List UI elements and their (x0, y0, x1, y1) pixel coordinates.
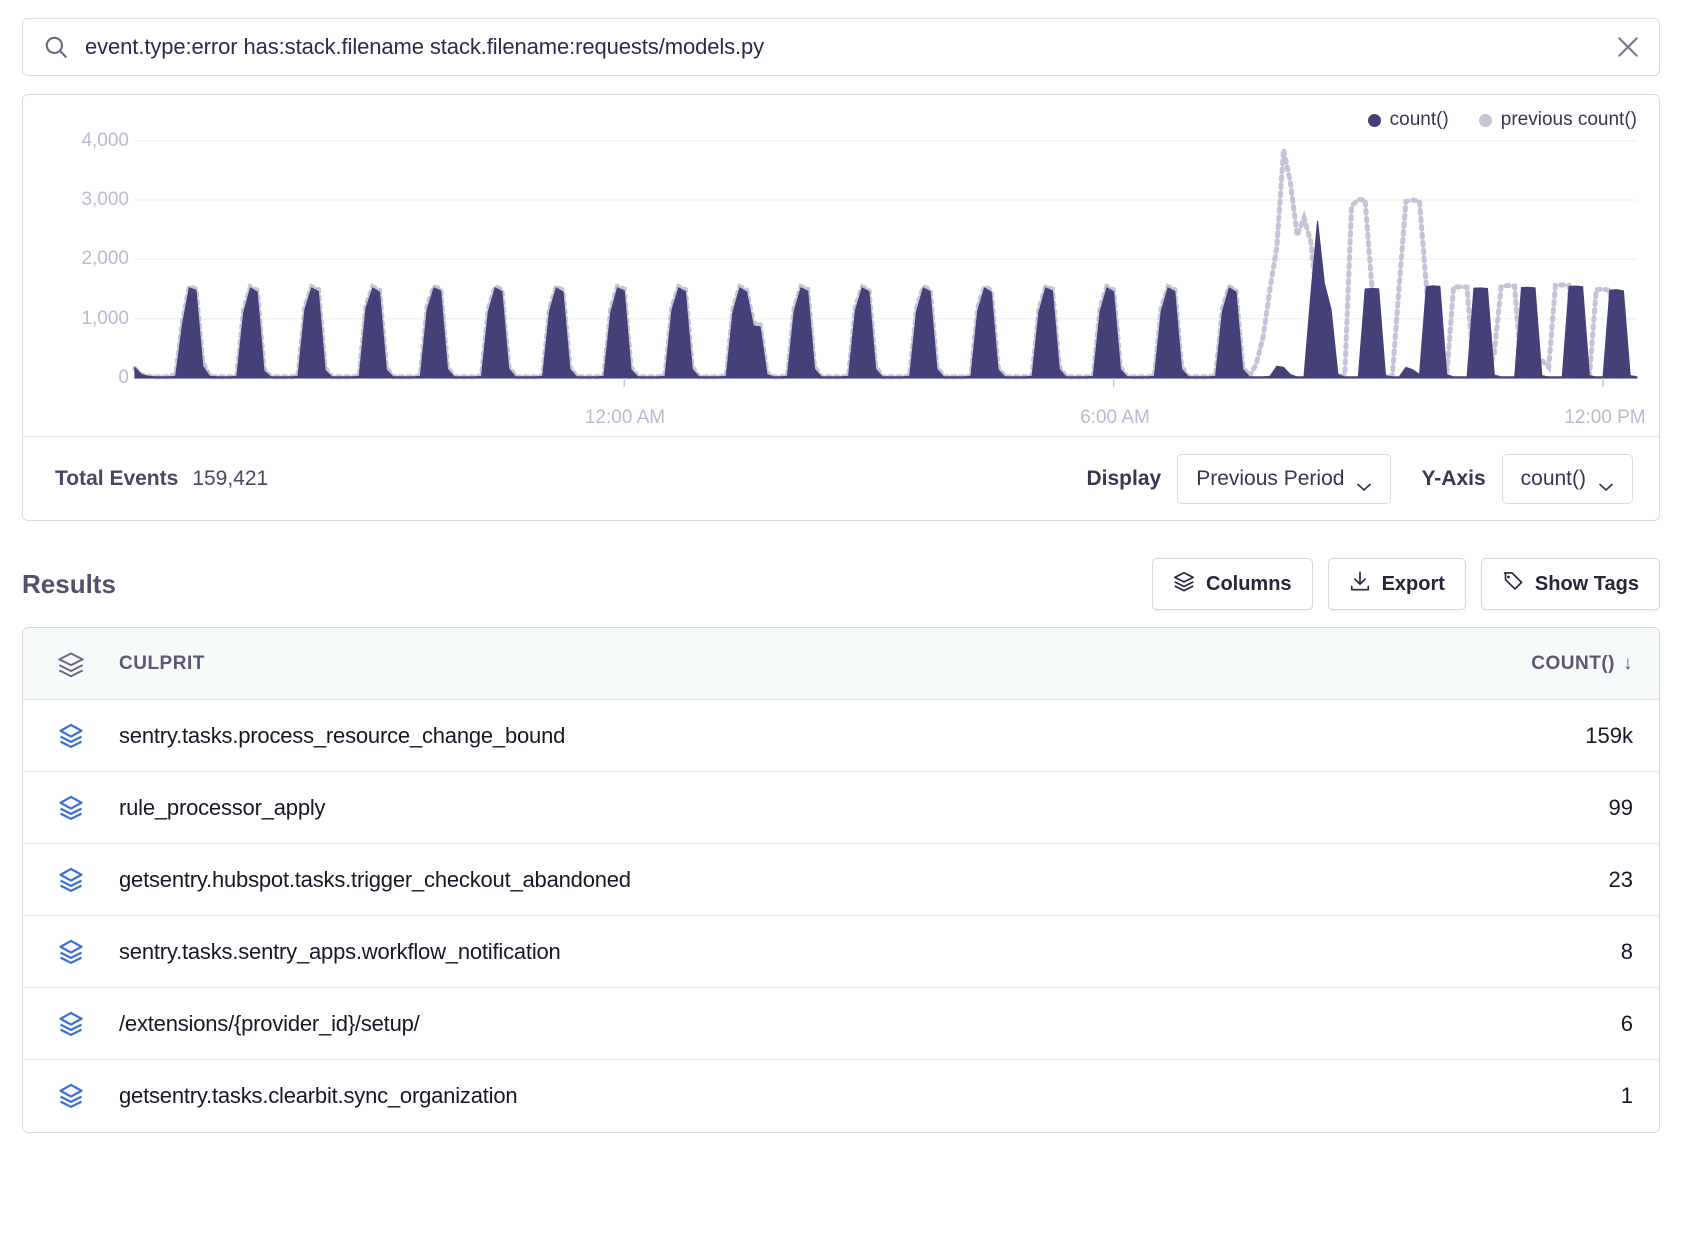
stack-icon (57, 1010, 119, 1038)
legend-label-previous-count: previous count() (1500, 109, 1637, 130)
yaxis-control: Y-Axis count() (1421, 453, 1633, 504)
chart-y-axis: 0 1,000 2,000 3,000 4,000 (51, 95, 129, 436)
explore-page: event.type:error has:stack.filename stac… (0, 18, 1682, 1238)
chart-legend: count() previous count() (1367, 109, 1637, 131)
page-title: Results (22, 568, 116, 599)
sort-descending-icon: ↓ (1623, 652, 1633, 674)
show-tags-button-label: Show Tags (1534, 572, 1639, 595)
table-row[interactable]: /extensions/{provider_id}/setup/6 (23, 988, 1659, 1060)
chart-footer: Total Events 159,421 Display Previous Pe… (23, 436, 1659, 520)
stack-icon (57, 794, 119, 822)
table-row[interactable]: rule_processor_apply 99 (23, 772, 1659, 844)
cell-count: 6 (1620, 1010, 1633, 1036)
close-icon[interactable] (1615, 34, 1641, 60)
chevron-down-icon (1356, 474, 1372, 491)
cell-count: 23 (1608, 866, 1633, 892)
cell-culprit[interactable]: sentry.tasks.process_resource_change_bou… (119, 722, 566, 748)
download-icon (1349, 570, 1371, 598)
search-bar[interactable]: event.type:error has:stack.filename stac… (22, 18, 1660, 76)
show-tags-button[interactable]: Show Tags (1480, 558, 1660, 610)
export-button-label: Export (1381, 572, 1445, 595)
tag-icon (1502, 570, 1524, 598)
y-tick-label: 4,000 (81, 129, 129, 151)
table-row[interactable]: sentry.tasks.process_resource_change_bou… (23, 700, 1659, 772)
legend-label-count: count() (1389, 109, 1449, 130)
display-control: Display Previous Period (1086, 453, 1392, 504)
legend-swatch-previous-count (1478, 113, 1492, 127)
x-tick-label: 12:00 AM (584, 407, 666, 428)
columns-button-label: Columns (1206, 572, 1292, 595)
export-button[interactable]: Export (1327, 558, 1466, 610)
cell-culprit[interactable]: getsentry.hubspot.tasks.trigger_checkout… (119, 866, 631, 892)
results-table: CULPRIT COUNT() ↓ sentry.tasks.process_r… (22, 627, 1660, 1133)
cell-culprit[interactable]: getsentry.tasks.clearbit.sync_organizati… (119, 1083, 518, 1108)
search-input[interactable]: event.type:error has:stack.filename stac… (85, 34, 765, 59)
chart-area: count() previous count() 0 1,000 2,000 3,00… (23, 95, 1659, 436)
total-events-value: 159,421 (192, 466, 269, 490)
table-header-row: CULPRIT COUNT() ↓ (23, 628, 1659, 700)
stack-icon (57, 866, 119, 894)
x-tick-label: 6:00 AM (1080, 407, 1150, 428)
yaxis-select[interactable]: count() (1501, 453, 1633, 504)
legend-item-count[interactable]: count() (1367, 109, 1449, 131)
table-row[interactable]: getsentry.tasks.clearbit.sync_organizati… (23, 1060, 1659, 1132)
cell-count: 159k (1585, 722, 1633, 748)
y-tick-label: 3,000 (81, 189, 129, 211)
stack-icon (57, 722, 119, 750)
column-header-count-label: COUNT() (1531, 652, 1615, 674)
chevron-down-icon (1598, 474, 1614, 491)
column-header-culprit[interactable]: CULPRIT (119, 652, 205, 674)
display-label: Display (1086, 466, 1162, 490)
cell-count: 99 (1608, 794, 1633, 820)
table-body: sentry.tasks.process_resource_change_bou… (23, 700, 1659, 1132)
cell-culprit[interactable]: /extensions/{provider_id}/setup/ (119, 1010, 420, 1036)
stack-icon (57, 650, 119, 678)
cell-count: 1 (1620, 1083, 1633, 1108)
chart-plot (23, 140, 1638, 387)
stack-icon (57, 1082, 119, 1110)
y-tick-label: 1,000 (81, 307, 129, 329)
legend-swatch-count (1367, 113, 1381, 127)
search-icon (43, 34, 69, 60)
y-tick-label: 0 (118, 367, 129, 388)
columns-button[interactable]: Columns (1152, 558, 1313, 610)
column-header-count[interactable]: COUNT() ↓ (1531, 653, 1633, 675)
chart-panel: count() previous count() 0 1,000 2,000 3,00… (22, 94, 1660, 521)
chart-x-axis: 12:00 AM 6:00 AM 12:00 PM (23, 389, 1659, 428)
results-toolbar: Results Columns Export Show Tags (22, 555, 1660, 613)
stack-icon (57, 938, 119, 966)
cell-culprit[interactable]: sentry.tasks.sentry_apps.workflow_notifi… (119, 938, 561, 964)
legend-item-previous-count[interactable]: previous count() (1478, 109, 1637, 131)
table-row[interactable]: getsentry.hubspot.tasks.trigger_checkout… (23, 844, 1659, 916)
stack-icon (1173, 570, 1195, 598)
x-tick-label: 12:00 PM (1564, 407, 1646, 428)
cell-count: 8 (1620, 938, 1633, 964)
yaxis-label: Y-Axis (1421, 466, 1486, 490)
display-select[interactable]: Previous Period (1177, 453, 1392, 504)
cell-culprit[interactable]: rule_processor_apply (119, 794, 326, 820)
display-select-value: Previous Period (1196, 466, 1345, 490)
y-tick-label: 2,000 (81, 248, 129, 270)
total-events-label: Total Events (55, 466, 179, 490)
yaxis-select-value: count() (1520, 466, 1586, 490)
table-row[interactable]: sentry.tasks.sentry_apps.workflow_notifi… (23, 916, 1659, 988)
